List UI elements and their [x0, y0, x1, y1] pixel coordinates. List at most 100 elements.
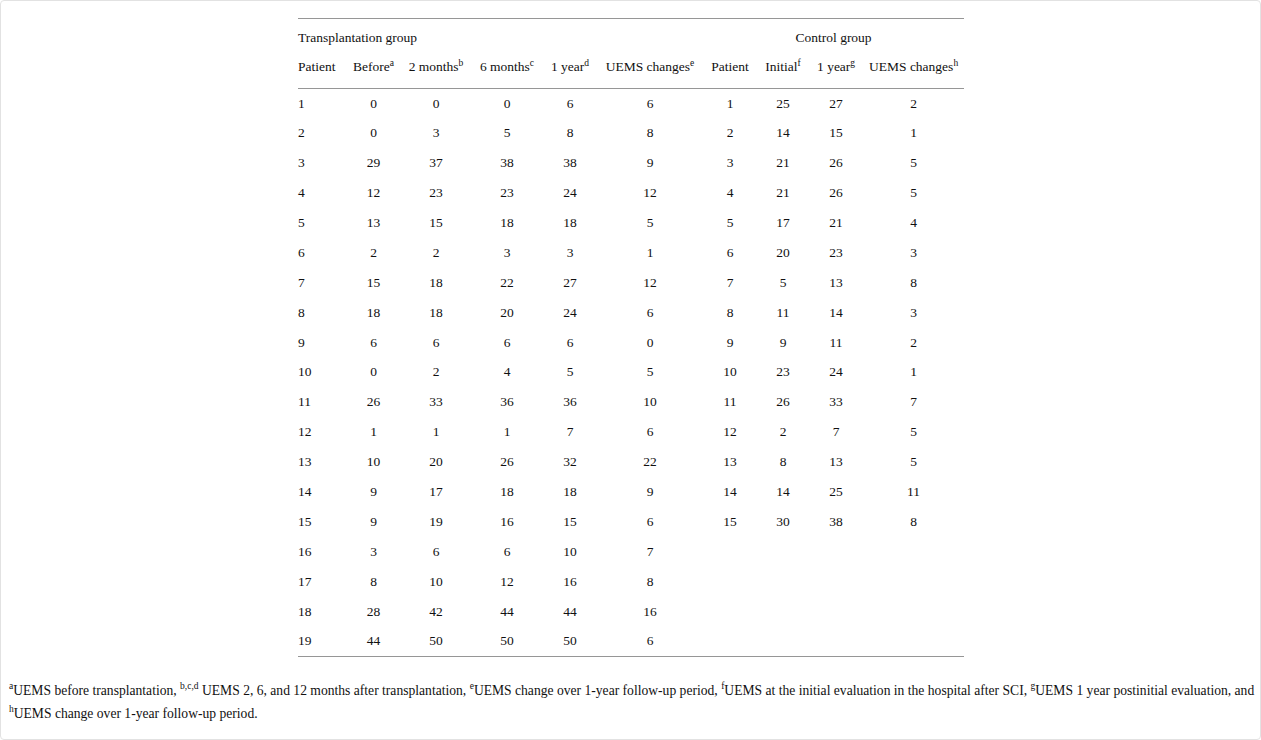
table-cell: 3: [703, 148, 757, 178]
table-cell: 5: [298, 208, 346, 238]
column-header-row: PatientBeforea2 monthsb6 monthsc1 yeardU…: [298, 52, 964, 89]
table-cell: 5: [543, 358, 597, 388]
table-cell: 15: [703, 507, 757, 537]
table-cell: 28: [346, 597, 401, 627]
table-cell: 26: [346, 387, 401, 417]
footnote-marker: b: [459, 57, 464, 67]
table-cell: 44: [543, 597, 597, 627]
footnote-marker: a: [9, 681, 13, 691]
table-cell: 6: [543, 89, 597, 119]
table-cell: 6: [471, 328, 543, 358]
table-cell: 42: [401, 597, 471, 627]
table-cell: 5: [597, 208, 703, 238]
table-cell: 21: [757, 148, 809, 178]
table-cell: 4: [863, 208, 964, 238]
footnote-marker: d: [584, 57, 589, 67]
table-cell: 17: [757, 208, 809, 238]
table-cell: 3: [471, 238, 543, 268]
table-cell: 21: [809, 208, 863, 238]
table-cell: 12: [346, 178, 401, 208]
table-cell: 3: [863, 298, 964, 328]
table-cell: 14: [298, 477, 346, 507]
table-cell: 17: [298, 567, 346, 597]
table-cell: 38: [471, 148, 543, 178]
table-cell: 16: [298, 537, 346, 567]
column-header-before: Beforea: [346, 52, 401, 89]
table-cell: 5: [757, 268, 809, 298]
column-header-patient-control: Patient: [703, 52, 757, 89]
table-cell: [703, 597, 757, 627]
table-cell: 15: [401, 208, 471, 238]
table-cell: 36: [543, 387, 597, 417]
table-cell: 4: [298, 178, 346, 208]
table-cell: 7: [597, 537, 703, 567]
table-cell: 13: [809, 447, 863, 477]
table-header: Transplantation groupControl groupPatien…: [298, 19, 964, 89]
table-cell: 1: [597, 238, 703, 268]
table-cell: 0: [346, 118, 401, 148]
table-cell: 3: [298, 148, 346, 178]
table-cell: [809, 537, 863, 567]
table-cell: 16: [471, 507, 543, 537]
table-cell: [863, 597, 964, 627]
table-cell: 10: [346, 447, 401, 477]
table-cell: 4: [471, 358, 543, 388]
table-cell: 0: [471, 89, 543, 119]
table-cell: 8: [863, 268, 964, 298]
table-cell: 6: [597, 89, 703, 119]
table-cell: 19: [298, 627, 346, 657]
table-row: 5131518185517214: [298, 208, 964, 238]
table-cell: 9: [298, 328, 346, 358]
table-cell: 33: [809, 387, 863, 417]
table-cell: 10: [543, 537, 597, 567]
table-cell: 0: [346, 358, 401, 388]
table-row: 96666099112: [298, 328, 964, 358]
table-cell: 11: [863, 477, 964, 507]
table-cell: 22: [471, 268, 543, 298]
table-cell: 7: [809, 417, 863, 447]
table-body: 1000661252722035882141513293738389321265…: [298, 89, 964, 657]
uems-table: Transplantation groupControl groupPatien…: [298, 18, 964, 657]
table-cell: 13: [703, 447, 757, 477]
paper-page: Transplantation groupControl groupPatien…: [0, 0, 1261, 740]
table-cell: 16: [543, 567, 597, 597]
column-header-uems-changes-control: UEMS changesh: [863, 52, 964, 89]
table-cell: 2: [863, 89, 964, 119]
table-cell: 13: [298, 447, 346, 477]
footnote-marker: g: [1031, 681, 1036, 691]
table-cell: 8: [863, 507, 964, 537]
table-row: 3293738389321265: [298, 148, 964, 178]
table-cell: 7: [703, 268, 757, 298]
table-cell: 2: [703, 118, 757, 148]
table-row: 182842444416: [298, 597, 964, 627]
table-cell: [757, 597, 809, 627]
table-row: 131020263222138135: [298, 447, 964, 477]
table-cell: 3: [346, 537, 401, 567]
table-cell: 7: [863, 387, 964, 417]
table-cell: 18: [298, 597, 346, 627]
table-cell: 6: [597, 507, 703, 537]
table-cell: 18: [401, 268, 471, 298]
table-cell: 9: [346, 507, 401, 537]
footnote-marker: f: [798, 57, 801, 67]
table-cell: 3: [863, 238, 964, 268]
table-row: 100066125272: [298, 89, 964, 119]
table-cell: 0: [597, 328, 703, 358]
table-cell: 11: [703, 387, 757, 417]
table-cell: [757, 537, 809, 567]
table-cell: 3: [401, 118, 471, 148]
table-cell: 50: [471, 627, 543, 657]
table-cell: 30: [757, 507, 809, 537]
table-footnote: aUEMS before transplantation, b,c,d UEMS…: [9, 680, 1255, 725]
table-cell: 10: [597, 387, 703, 417]
table-cell: 6: [471, 537, 543, 567]
table-cell: 2: [298, 118, 346, 148]
table-row: 16366107: [298, 537, 964, 567]
footnote-marker: e: [470, 681, 474, 691]
column-header-patient: Patient: [298, 52, 346, 89]
table-row: 8181820246811143: [298, 298, 964, 328]
column-header-uems-changes: UEMS changese: [597, 52, 703, 89]
table-cell: [809, 597, 863, 627]
table-cell: 2: [401, 358, 471, 388]
table-cell: 8: [543, 118, 597, 148]
